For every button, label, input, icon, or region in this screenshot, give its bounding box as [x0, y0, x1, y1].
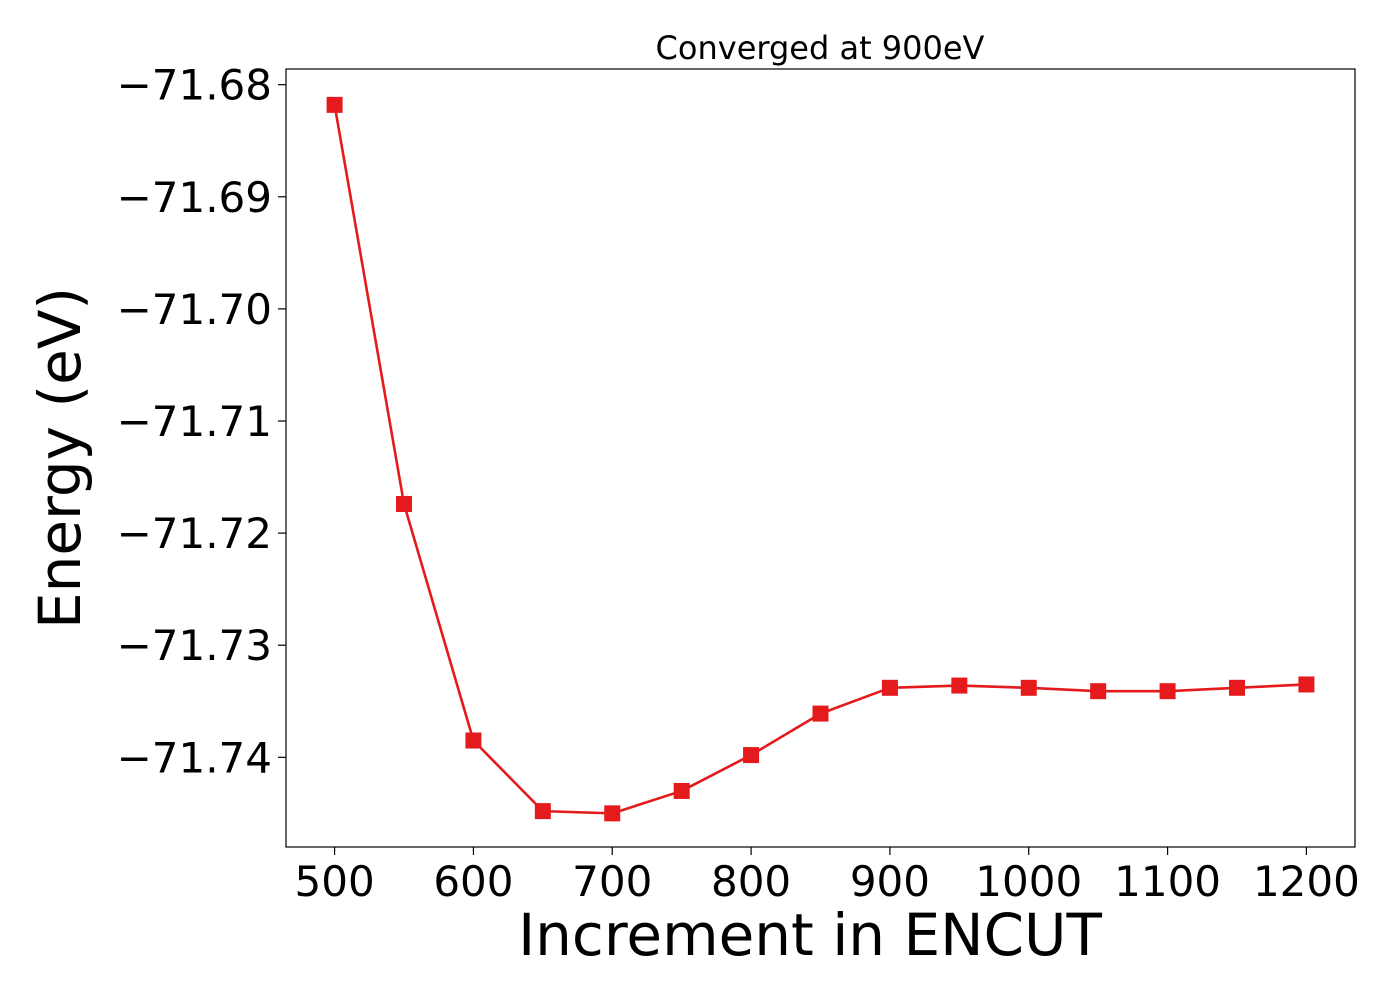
y-tick-label: −71.71	[117, 397, 272, 446]
data-point-marker	[1228, 679, 1245, 696]
y-tick-label: −71.69	[117, 173, 272, 222]
x-tick-label: 1100	[1114, 857, 1221, 906]
y-axis-ticks: −71.68 −71.69 −71.70 −71.71 −71.72 −71.73 −71.…	[117, 61, 286, 782]
data-point-marker	[881, 679, 898, 696]
x-axis-label: Increment in ENCUT	[518, 901, 1102, 969]
data-point-marker	[604, 805, 621, 822]
x-axis-ticks: 500 600 700 800 900 1000 1100 1200	[295, 847, 1360, 906]
y-axis-label: Energy (eV)	[26, 287, 94, 629]
data-point-marker	[534, 803, 551, 820]
data-point-marker	[465, 732, 482, 749]
data-point-marker	[1159, 683, 1176, 700]
data-point-marker	[1298, 676, 1315, 693]
y-tick-label: −71.74	[117, 733, 272, 782]
x-tick-label: 1200	[1253, 857, 1360, 906]
y-tick-label: −71.70	[117, 285, 272, 334]
x-tick-label: 500	[295, 857, 375, 906]
x-tick-label: 900	[850, 857, 930, 906]
data-point-marker	[743, 747, 760, 764]
x-tick-label: 700	[572, 857, 652, 906]
data-point-marker	[812, 705, 829, 722]
y-tick-label: −71.73	[117, 621, 272, 670]
data-point-marker	[673, 782, 690, 799]
y-tick-label: −71.72	[117, 509, 272, 558]
data-point-marker	[396, 495, 413, 512]
chart-title: Converged at 900eV	[656, 29, 985, 67]
data-point-marker	[1020, 679, 1037, 696]
x-tick-label: 600	[433, 857, 513, 906]
data-point-marker	[951, 677, 968, 694]
data-point-marker	[1090, 683, 1107, 700]
y-tick-label: −71.68	[117, 61, 272, 110]
data-point-marker	[326, 96, 343, 113]
plot-frame	[285, 68, 1356, 848]
x-tick-label: 1000	[975, 857, 1082, 906]
x-tick-label: 800	[711, 857, 791, 906]
plot-area	[326, 96, 1315, 822]
